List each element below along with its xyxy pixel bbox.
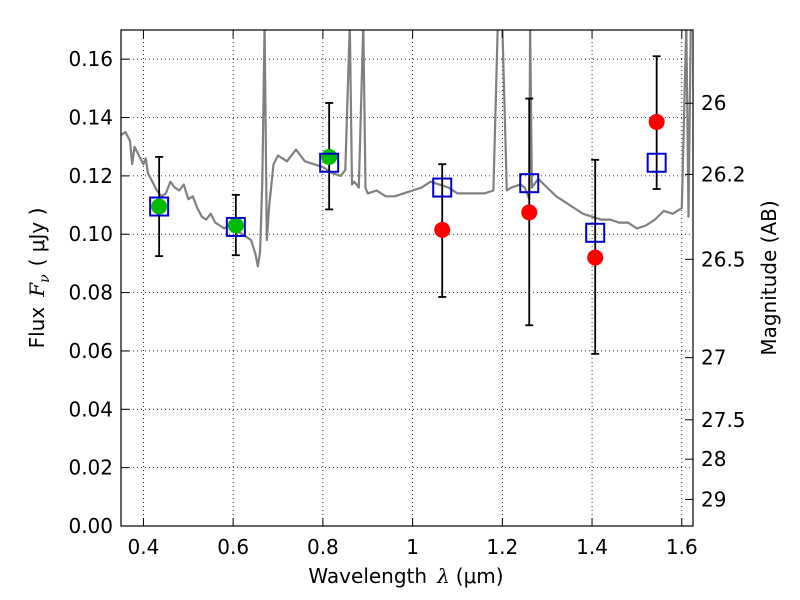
red-data-point <box>521 204 538 221</box>
x-tick-label: 0.6 <box>217 535 249 559</box>
y2-tick-label: 27.5 <box>701 408 746 432</box>
model-square-marker <box>519 173 540 194</box>
x-tick-label: 1.6 <box>666 535 698 559</box>
model-square-marker <box>149 196 170 217</box>
tick-labels: 0.4 0.6 0.8 1 1.2 1.4 1.6 0.00 0.02 0.04 0.06 0.08 0… <box>68 47 745 559</box>
y-tick-label: 0.06 <box>68 339 113 363</box>
model-square-marker <box>646 152 667 173</box>
spectrum-layer <box>121 30 692 268</box>
y-tick-label: 0.14 <box>68 106 113 130</box>
x-tick-label: 0.4 <box>128 535 160 559</box>
y-axis-label-unit: ( μJy ) <box>25 208 49 267</box>
green-data-point <box>321 148 338 165</box>
y-tick-label: 0.16 <box>68 47 113 71</box>
plot-frame <box>120 29 694 527</box>
y-tick-label: 0.02 <box>68 456 113 480</box>
model-square-marker <box>225 216 246 237</box>
y-tick-label: 0.00 <box>68 514 113 538</box>
y-axis-label-prefix: Flux <box>25 307 49 349</box>
model-square-marker <box>432 177 453 198</box>
x-tick-label: 0.8 <box>307 535 339 559</box>
x-axis-label-prefix: Wavelength <box>308 564 427 588</box>
y-tick-label: 0.04 <box>68 397 113 421</box>
y2-tick-label: 27 <box>701 346 726 370</box>
y2-tick-label: 26 <box>701 91 726 115</box>
y2-tick-label: 29 <box>701 487 726 511</box>
x-tick-label: 1.4 <box>576 535 608 559</box>
red-data-point <box>434 221 451 238</box>
x-axis-label-unit: (μm) <box>456 564 504 588</box>
template-spectrum-line <box>121 30 692 268</box>
y-tick-label: 0.08 <box>68 281 113 305</box>
x-tick-label: 1 <box>406 535 419 559</box>
y2-tick-label: 28 <box>701 447 726 471</box>
y2-tick-label: 26.2 <box>701 162 746 186</box>
axis-ticks <box>121 30 693 527</box>
gridlines <box>121 30 693 527</box>
y2-tick-label: 26.5 <box>701 247 746 271</box>
red-data-point <box>648 113 665 130</box>
x-tick-label: 1.2 <box>486 535 518 559</box>
red-data-point <box>587 249 604 266</box>
y-axis-label: Flux Fν ( μJy ) <box>25 208 53 349</box>
marker-layer <box>149 113 667 266</box>
errorbar-layer <box>155 55 661 355</box>
green-data-point <box>151 198 168 215</box>
x-axis-label: Wavelength λ (μm) <box>308 564 503 588</box>
green-data-point <box>227 217 244 234</box>
right-axis-label: Magnitude (AB) <box>757 200 781 355</box>
y-axis-label-subscript: ν <box>37 274 53 283</box>
model-square-marker <box>319 152 340 173</box>
y-axis-label-symbol: F <box>25 282 49 298</box>
model-square-marker <box>585 222 606 243</box>
x-axis-label-symbol: λ <box>436 564 450 588</box>
y-tick-label: 0.10 <box>68 222 113 246</box>
y-tick-label: 0.12 <box>68 164 113 188</box>
